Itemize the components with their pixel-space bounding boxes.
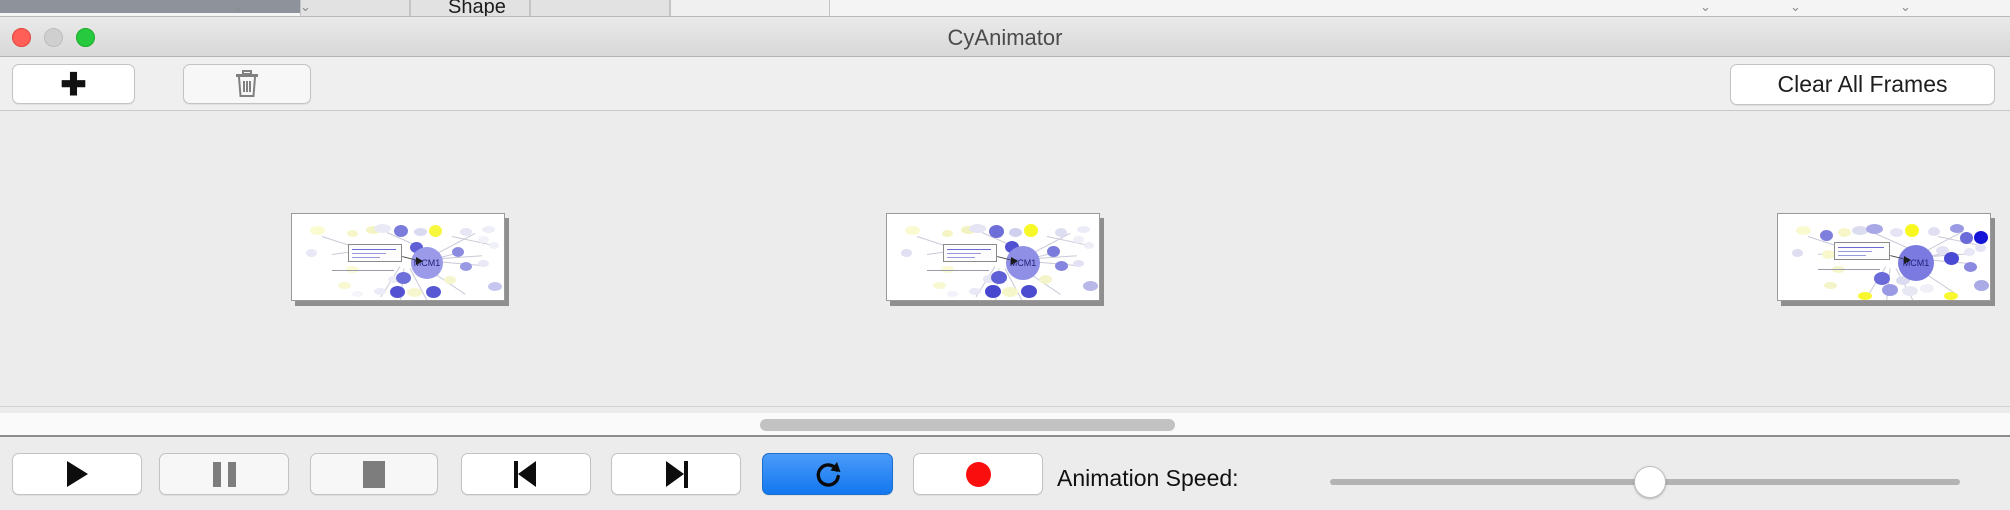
background-window-cell [300, 0, 410, 16]
clear-all-frames-button[interactable]: Clear All Frames [1730, 64, 1995, 105]
pause-icon [212, 461, 236, 487]
plus-icon: ✚ [60, 66, 87, 102]
background-window-cell [670, 0, 830, 16]
background-window-cell [530, 0, 670, 16]
toolbar: ✚ Clear All Frames [0, 57, 2010, 111]
background-window-strip: ⌄ ⌄ ⌄ ⌄ ⌄ Shape [0, 0, 2010, 17]
network-thumbnail: MCM1 [291, 213, 505, 301]
skip-next-icon [663, 460, 689, 488]
background-window-titlebar [0, 0, 300, 13]
chevron-down-icon: ⌄ [1790, 0, 1801, 14]
stop-icon [363, 460, 385, 488]
network-thumbnail: MCM1 [886, 213, 1100, 301]
timeline-scrollbar[interactable] [0, 413, 2010, 437]
background-window-label: Shape [448, 0, 506, 17]
animation-speed-label: Animation Speed: [1057, 465, 1239, 491]
record-button[interactable] [913, 453, 1043, 495]
add-frame-button[interactable]: ✚ [12, 64, 135, 104]
previous-frame-button[interactable] [461, 453, 591, 495]
chevron-down-icon: ⌄ [1700, 0, 1711, 14]
zoom-button[interactable] [76, 28, 95, 47]
traffic-light-group [12, 28, 95, 47]
close-button[interactable] [12, 28, 31, 47]
title-bar: CyAnimator [0, 17, 2010, 57]
pause-button[interactable] [159, 453, 289, 495]
timeline-frame[interactable]: MCM1 [886, 213, 1104, 306]
stop-button[interactable] [310, 453, 438, 495]
timeline-panel[interactable]: MCM1 [0, 111, 2010, 407]
window-title: CyAnimator [947, 25, 1063, 50]
chevron-down-icon: ⌄ [232, 0, 243, 14]
next-frame-button[interactable] [611, 453, 741, 495]
trash-icon [236, 70, 258, 97]
chevron-down-icon: ⌄ [1900, 0, 1911, 14]
clear-all-frames-label: Clear All Frames [1777, 71, 1948, 97]
network-thumbnail: MCM1 [1777, 213, 1991, 301]
loop-button[interactable] [762, 453, 893, 495]
skip-previous-icon [513, 460, 539, 488]
record-icon [965, 461, 991, 487]
delete-frame-button[interactable] [183, 64, 311, 104]
background-window-cell [410, 0, 530, 16]
loop-icon [816, 462, 840, 487]
minimize-button[interactable] [44, 28, 63, 47]
timeline-frame[interactable]: MCM1 [1777, 213, 1995, 306]
chevron-down-icon: ⌄ [300, 0, 311, 14]
timeline-frame[interactable]: MCM1 [291, 213, 509, 306]
animation-speed-slider-thumb[interactable] [1634, 466, 1666, 498]
timeline-scrollbar-thumb[interactable] [760, 419, 1175, 431]
playback-controls: Animation Speed: [0, 439, 2010, 510]
play-icon [66, 461, 88, 487]
play-button[interactable] [12, 453, 142, 495]
